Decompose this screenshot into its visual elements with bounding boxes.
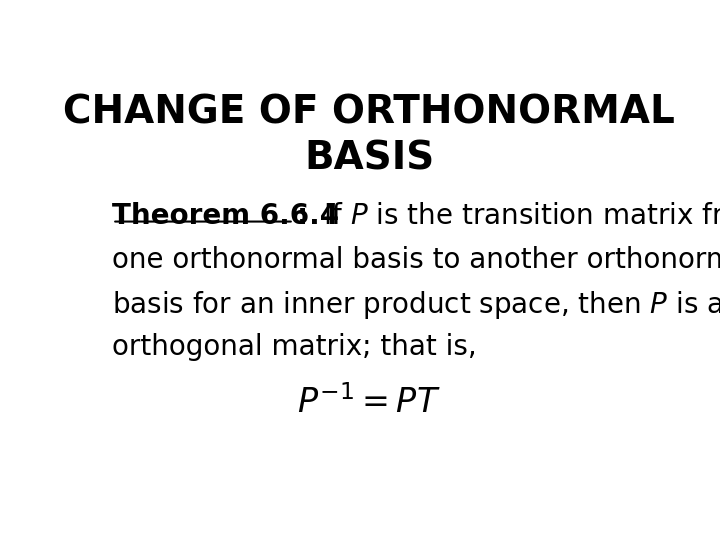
Text: BASIS: BASIS	[304, 140, 434, 178]
Text: basis for an inner product space, then $P$ is an: basis for an inner product space, then $…	[112, 289, 720, 321]
Text: orthogonal matrix; that is,: orthogonal matrix; that is,	[112, 333, 477, 361]
Text: :: :	[297, 202, 307, 230]
Text: CHANGE OF ORTHONORMAL: CHANGE OF ORTHONORMAL	[63, 94, 675, 132]
Text: one orthonormal basis to another orthonormal: one orthonormal basis to another orthono…	[112, 246, 720, 274]
Text: $P^{-1} = PT$: $P^{-1} = PT$	[297, 385, 441, 420]
Text: If $P$ is the transition matrix from: If $P$ is the transition matrix from	[306, 202, 720, 230]
Text: Theorem 6.6.4: Theorem 6.6.4	[112, 202, 339, 230]
